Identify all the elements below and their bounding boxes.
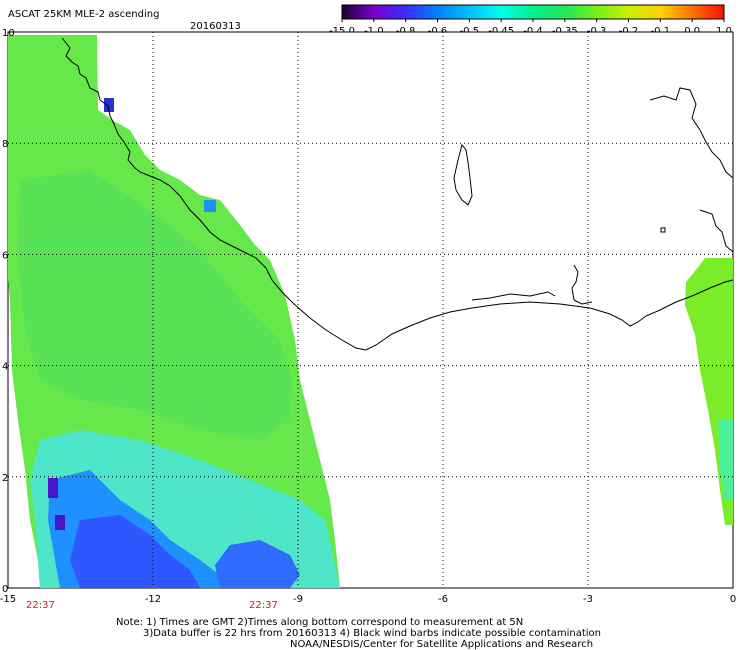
y-tick-label: 10 (2, 28, 15, 39)
small-island (660, 227, 666, 233)
note-line-1: Note: 1) Times are GMT 2)Times along bot… (116, 617, 523, 628)
island-central (571, 264, 593, 305)
grid-lines (8, 32, 733, 588)
coastline (61, 37, 734, 351)
coastline-path (61, 37, 734, 351)
swath-purple-patch (48, 478, 58, 498)
coast-east-north (649, 87, 734, 179)
map-title: ASCAT 25KM MLE-2 ascending (8, 9, 159, 20)
swath-blue-dot (104, 98, 114, 112)
y-axis-ticks: 10 8 6 4 2 0 (2, 28, 15, 595)
map-date: 20160313 (190, 21, 241, 32)
y-tick-label: 8 (2, 139, 8, 150)
coast-east-mid (699, 209, 734, 253)
right-swath-cyan (718, 420, 733, 500)
x-tick-label: -9 (293, 594, 303, 605)
right-swath (685, 258, 733, 525)
swath-green-core (18, 170, 292, 440)
x-tick-label: -12 (145, 594, 161, 605)
x-axis-ticks: -15 -12 -9 -6 -3 0 (0, 594, 736, 605)
river-delta (471, 291, 556, 301)
time-label-2: 22:37 (249, 600, 278, 611)
colorbar-gradient (341, 4, 725, 20)
swath-deep-blue-region (70, 515, 200, 588)
x-tick-label: -15 (0, 594, 16, 605)
time-label-1: 22:37 (26, 600, 55, 611)
swath-blue-dot-2 (204, 200, 216, 212)
y-tick-label: 4 (2, 362, 8, 373)
y-tick-label: 6 (2, 250, 8, 261)
note-line-2: 3)Data buffer is 22 hrs from 20160313 4)… (143, 628, 601, 639)
swath-blue-patch (215, 540, 300, 588)
y-tick-label: 2 (2, 473, 8, 484)
note-line-3: NOAA/NESDIS/Center for Satellite Applica… (290, 639, 593, 650)
x-tick-label: 0 (730, 594, 736, 605)
map-area (7, 31, 734, 589)
island-west (453, 143, 473, 206)
x-tick-label: -6 (438, 594, 448, 605)
left-swath (8, 35, 340, 588)
x-tick-label: -3 (583, 594, 593, 605)
y-tick-label: 0 (2, 584, 8, 595)
colorbar (341, 4, 725, 20)
swath-purple-patch-2 (55, 515, 65, 530)
